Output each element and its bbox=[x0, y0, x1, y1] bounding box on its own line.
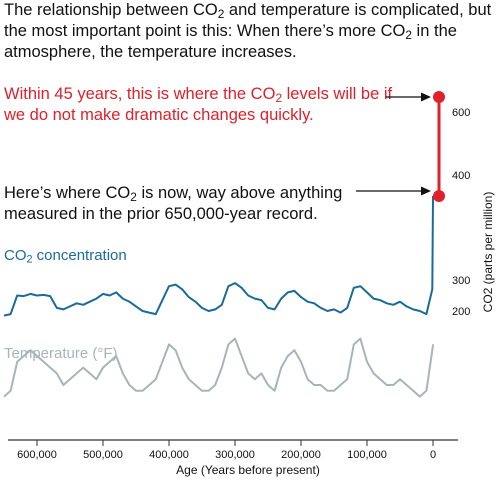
y-tick-label: 200 bbox=[452, 306, 470, 318]
x-tick-label: 400,000 bbox=[149, 449, 189, 461]
x-tick-label: 500,000 bbox=[83, 449, 123, 461]
arrow-now-head bbox=[421, 187, 431, 196]
arrow-future-head bbox=[421, 93, 431, 102]
y-axis-ticks: 600 400 300 200 bbox=[452, 107, 470, 318]
co2-series bbox=[4, 196, 433, 316]
co2-future-marker bbox=[433, 91, 445, 103]
y-tick-label: 600 bbox=[452, 107, 470, 119]
y-tick-label: 300 bbox=[452, 275, 470, 287]
x-axis-title: Age (Years before present) bbox=[176, 463, 320, 477]
temperature-series bbox=[4, 339, 433, 397]
y-axis-title: CO2 (parts per million) bbox=[481, 192, 495, 313]
x-axis-ticks: 600,000 500,000 400,000 300,000 200,000 100,0… bbox=[17, 440, 436, 461]
x-tick-label: 100,000 bbox=[347, 449, 387, 461]
annotation-arrows bbox=[356, 93, 431, 196]
x-tick-label: 0 bbox=[430, 449, 436, 461]
projection-series bbox=[433, 91, 445, 202]
x-tick-label: 300,000 bbox=[215, 449, 255, 461]
temperature-line bbox=[4, 339, 433, 397]
x-tick-label: 200,000 bbox=[281, 449, 321, 461]
y-tick-label: 400 bbox=[452, 170, 470, 182]
x-tick-label: 600,000 bbox=[17, 449, 57, 461]
co2-now-marker bbox=[433, 190, 445, 202]
co2-line bbox=[4, 196, 433, 316]
